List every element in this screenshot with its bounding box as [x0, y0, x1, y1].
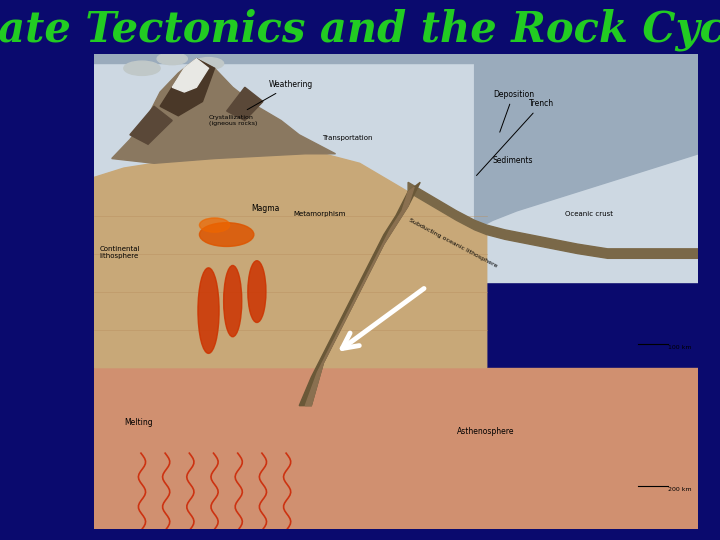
Polygon shape [300, 183, 420, 406]
Polygon shape [227, 87, 263, 120]
Text: Transportation: Transportation [323, 134, 373, 140]
Text: Crystallization
(igneous rocks): Crystallization (igneous rocks) [209, 116, 257, 126]
Ellipse shape [199, 218, 230, 232]
Text: Melting: Melting [124, 417, 153, 427]
Polygon shape [94, 54, 698, 230]
Bar [94, 368, 698, 529]
Ellipse shape [194, 58, 224, 70]
Polygon shape [130, 106, 172, 144]
Polygon shape [408, 183, 698, 258]
Text: 200 km: 200 km [668, 487, 692, 492]
Text: Magma: Magma [251, 204, 279, 213]
Text: Weathering: Weathering [247, 80, 313, 110]
Text: Metamorphism: Metamorphism [293, 211, 346, 217]
Polygon shape [112, 59, 336, 163]
Text: Asthenosphere: Asthenosphere [456, 427, 514, 436]
Bar [94, 54, 698, 282]
Text: Trench: Trench [477, 99, 554, 176]
Ellipse shape [157, 53, 187, 65]
Ellipse shape [199, 222, 254, 246]
Ellipse shape [198, 268, 219, 353]
Polygon shape [160, 59, 215, 116]
Polygon shape [305, 187, 414, 406]
Text: Sediments: Sediments [492, 156, 534, 165]
Text: Plate Tectonics and the Rock Cycle: Plate Tectonics and the Rock Cycle [0, 9, 720, 51]
Text: Continental
lithosphere: Continental lithosphere [99, 246, 140, 259]
Ellipse shape [224, 266, 242, 337]
Text: Deposition: Deposition [492, 90, 534, 132]
Polygon shape [172, 59, 209, 92]
Ellipse shape [124, 61, 160, 76]
Text: Oceanic crust: Oceanic crust [565, 211, 613, 217]
Text: 100 km: 100 km [668, 345, 692, 349]
Ellipse shape [248, 261, 266, 322]
Text: Subducting oceanic lithosphere: Subducting oceanic lithosphere [408, 218, 498, 269]
Polygon shape [94, 154, 487, 368]
